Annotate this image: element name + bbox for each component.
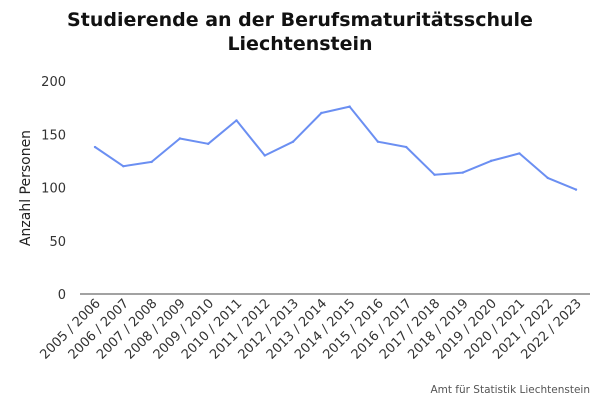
chart-title-line-2: Liechtenstein — [227, 33, 373, 55]
data-point — [433, 173, 436, 176]
data-point — [122, 165, 125, 168]
data-point — [405, 145, 408, 149]
source-note: Amt für Statistik Liechtenstein — [430, 384, 590, 396]
y-tick-label: 200 — [41, 75, 66, 90]
data-point — [93, 145, 97, 149]
data-point — [518, 152, 521, 155]
y-tick-label: 50 — [49, 235, 66, 250]
data-point — [206, 142, 210, 146]
y-tick-labels: 0 50 100 150 200 — [41, 75, 66, 303]
data-point — [461, 171, 465, 174]
data-point — [376, 140, 380, 143]
data-point — [546, 176, 549, 180]
data-point — [263, 154, 266, 157]
y-tick-label: 0 — [58, 288, 66, 303]
y-axis-label: Anzahl Personen — [18, 130, 34, 246]
data-point — [320, 111, 323, 115]
series-line — [94, 105, 577, 191]
data-point — [150, 160, 153, 164]
y-tick-label: 100 — [41, 182, 66, 197]
chart-title: Studierende an der Berufsmaturitätsschul… — [0, 8, 600, 56]
data-point — [489, 159, 493, 163]
data-point — [291, 140, 295, 143]
y-tick-label: 150 — [41, 128, 66, 143]
data-point — [348, 105, 351, 108]
chart-title-line-1: Studierende an der Berufsmaturitätsschul… — [67, 9, 533, 31]
data-point — [235, 119, 238, 122]
series-group — [93, 105, 578, 191]
data-point — [178, 137, 182, 140]
data-point — [574, 188, 578, 191]
